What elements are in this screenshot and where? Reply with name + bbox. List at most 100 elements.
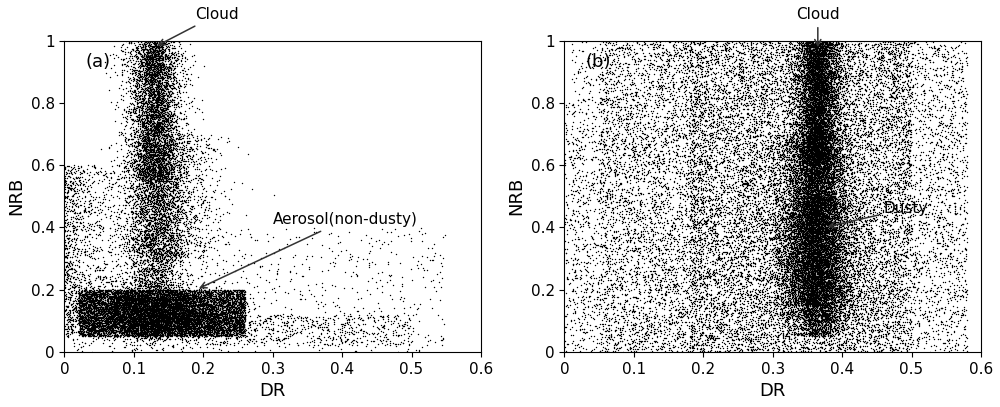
Point <box>129 114 145 120</box>
Point <box>763 334 779 341</box>
Point <box>142 182 158 188</box>
Point <box>73 302 89 309</box>
Point <box>152 77 168 84</box>
Point <box>610 278 626 284</box>
Point <box>151 70 167 77</box>
Point <box>670 132 686 138</box>
Point <box>626 46 642 53</box>
Point <box>813 153 829 160</box>
Point <box>142 326 158 333</box>
Point <box>145 315 161 322</box>
Point <box>797 168 813 175</box>
Point <box>155 282 171 289</box>
Point <box>157 240 173 247</box>
Point <box>612 180 628 187</box>
Point <box>905 336 921 343</box>
Point <box>164 120 180 127</box>
Point <box>820 281 836 288</box>
Point <box>793 96 809 103</box>
Point <box>880 66 896 73</box>
Point <box>823 277 839 284</box>
Point <box>802 231 818 238</box>
Point <box>116 316 132 322</box>
Point <box>813 198 829 205</box>
Point <box>811 79 827 86</box>
Point <box>829 313 845 319</box>
Point <box>812 98 828 105</box>
Point <box>254 339 270 346</box>
Point <box>795 196 811 202</box>
Point <box>814 256 830 262</box>
Point <box>687 101 703 107</box>
Point <box>138 288 154 294</box>
Point <box>788 294 804 300</box>
Point <box>134 306 150 313</box>
Point <box>205 299 221 305</box>
Point <box>786 276 802 283</box>
Point <box>678 225 694 232</box>
Point <box>133 53 149 59</box>
Point <box>682 113 698 119</box>
Point <box>65 323 81 329</box>
Point <box>282 313 298 319</box>
Point <box>235 287 251 293</box>
Point <box>197 194 213 201</box>
Point <box>721 280 737 286</box>
Point <box>595 140 611 147</box>
Point <box>123 205 139 211</box>
Point <box>733 75 749 81</box>
Point <box>82 310 98 316</box>
Point <box>745 47 761 53</box>
Point <box>596 313 612 319</box>
Point <box>84 173 100 180</box>
Point <box>881 104 897 111</box>
Point <box>670 243 686 249</box>
Point <box>796 284 812 291</box>
Point <box>571 166 587 173</box>
Point <box>217 338 233 345</box>
Point <box>200 322 216 329</box>
Point <box>121 39 137 46</box>
Point <box>226 314 242 320</box>
Point <box>127 300 143 307</box>
Point <box>747 133 763 140</box>
Point <box>797 217 813 223</box>
Point <box>692 87 708 94</box>
Point <box>736 228 752 234</box>
Point <box>151 122 167 128</box>
Point <box>111 296 127 303</box>
Point <box>601 340 617 347</box>
Point <box>672 256 688 263</box>
Point <box>205 188 221 194</box>
Point <box>137 326 153 332</box>
Point <box>854 205 870 211</box>
Point <box>667 48 683 55</box>
Point <box>164 313 180 320</box>
Point <box>797 239 813 245</box>
Point <box>208 306 224 313</box>
Point <box>698 167 714 173</box>
Point <box>804 139 820 145</box>
Point <box>810 323 826 330</box>
Point <box>146 188 162 195</box>
Point <box>811 300 827 306</box>
Point <box>863 311 879 318</box>
Point <box>795 155 811 161</box>
Point <box>806 322 822 328</box>
Point <box>819 214 835 220</box>
Point <box>802 126 818 133</box>
Point <box>148 296 164 302</box>
Point <box>790 197 806 204</box>
Point <box>72 181 88 187</box>
Point <box>73 344 89 351</box>
Point <box>160 118 176 125</box>
Point <box>889 94 905 101</box>
Point <box>178 326 194 333</box>
Point <box>813 90 829 97</box>
Point <box>789 98 805 104</box>
Point <box>151 67 167 74</box>
Point <box>698 333 714 339</box>
Point <box>919 258 935 264</box>
Point <box>181 324 197 331</box>
Point <box>707 281 723 288</box>
